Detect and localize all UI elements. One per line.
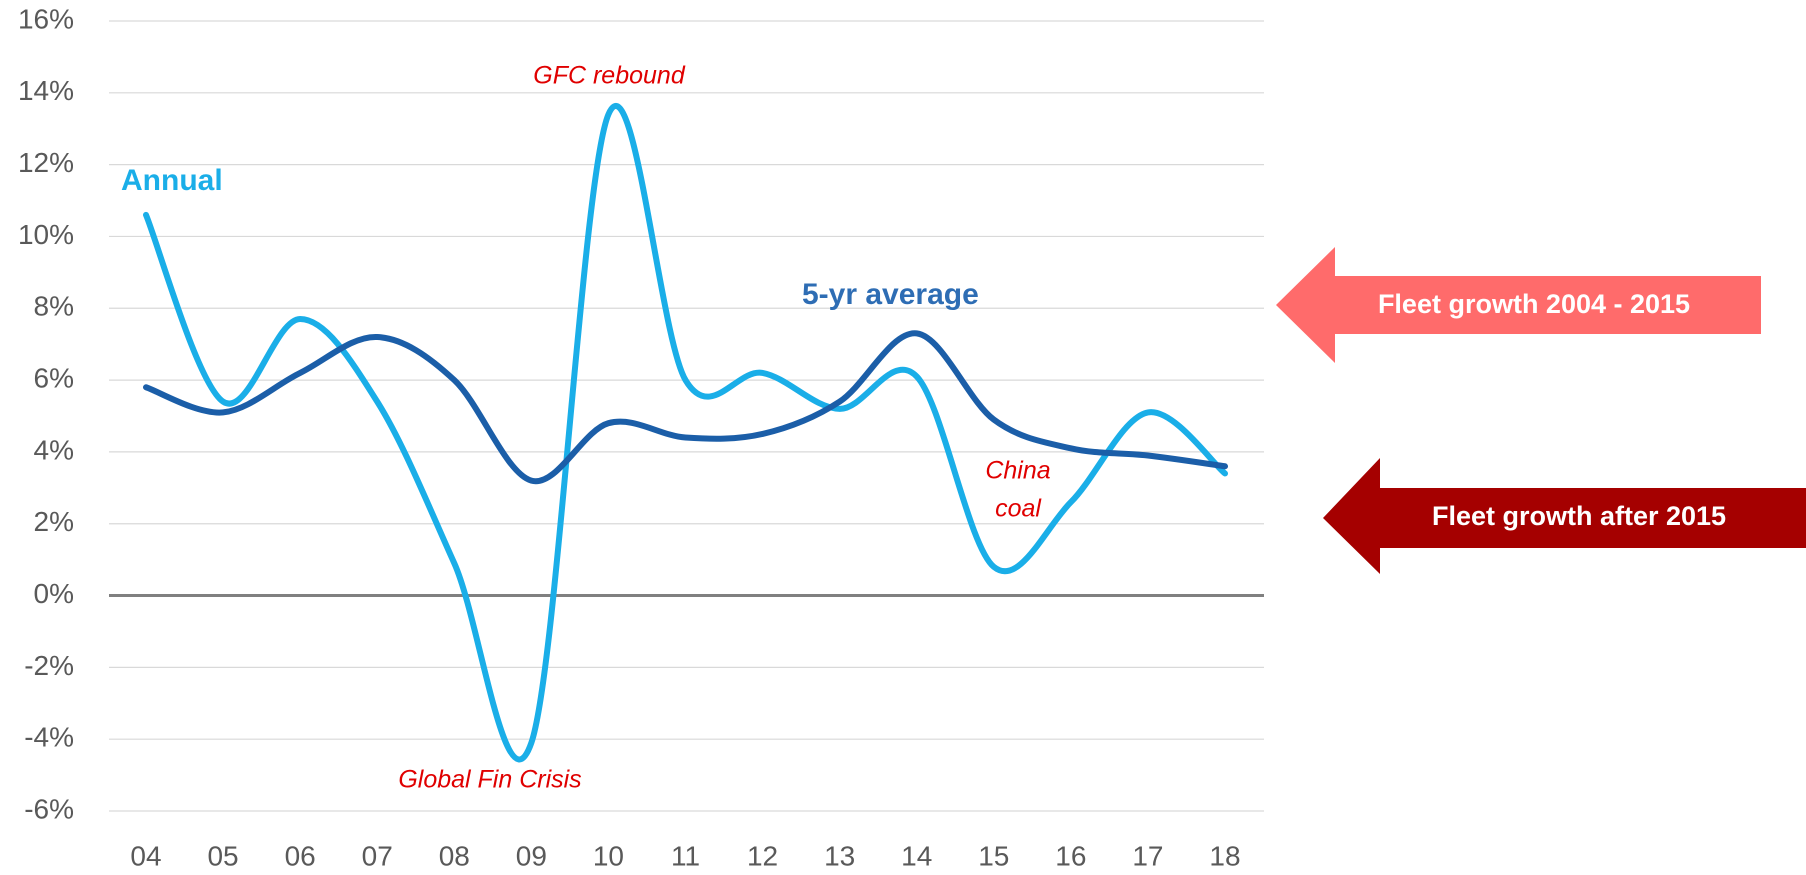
annotation: Global Fin Crisis — [398, 766, 581, 794]
x-tick-label: 04 — [130, 840, 161, 871]
y-tick-label: 16% — [18, 3, 74, 34]
y-tick-label: 4% — [34, 434, 74, 465]
y-tick-label: 6% — [34, 362, 74, 393]
y-tick-label: -2% — [24, 650, 74, 681]
y-tick-label: 2% — [34, 506, 74, 537]
x-tick-label: 11 — [671, 840, 700, 871]
y-tick-label: 0% — [34, 578, 74, 609]
x-tick-label: 08 — [439, 840, 470, 871]
series-line — [143, 102, 1228, 763]
x-tick-label: 13 — [824, 840, 855, 871]
x-tick-label: 17 — [1132, 840, 1163, 871]
x-tick-label: 07 — [362, 840, 393, 871]
x-tick-label: 09 — [516, 840, 547, 871]
x-tick-label: 05 — [207, 840, 238, 871]
x-tick-label: 15 — [978, 840, 1009, 871]
series-label: Annual — [121, 164, 223, 197]
y-tick-label: 8% — [34, 291, 74, 322]
series-label: 5-yr average — [802, 278, 979, 311]
annotation: coal — [995, 495, 1042, 523]
y-tick-label: 10% — [18, 219, 74, 250]
arrow-shape — [1323, 458, 1806, 574]
y-tick-label: 14% — [18, 75, 74, 106]
y-tick-label: -6% — [24, 793, 74, 824]
y-tick-label: 12% — [18, 147, 74, 178]
x-tick-label: 16 — [1055, 840, 1086, 871]
y-tick-label: -4% — [24, 722, 74, 753]
x-tick-label: 12 — [747, 840, 778, 871]
arrow-label: Fleet growth 2004 - 2015 — [1378, 289, 1690, 319]
series-line — [143, 330, 1228, 485]
x-tick-label: 10 — [593, 840, 624, 871]
x-tick-label: 06 — [285, 840, 316, 871]
arrow-shape — [1276, 247, 1761, 363]
annotation: China — [985, 457, 1050, 485]
arrow-label: Fleet growth after 2015 — [1432, 501, 1726, 531]
x-tick-label: 18 — [1209, 840, 1240, 871]
x-tick-label: 14 — [901, 840, 932, 871]
annotation: GFC rebound — [533, 62, 686, 90]
